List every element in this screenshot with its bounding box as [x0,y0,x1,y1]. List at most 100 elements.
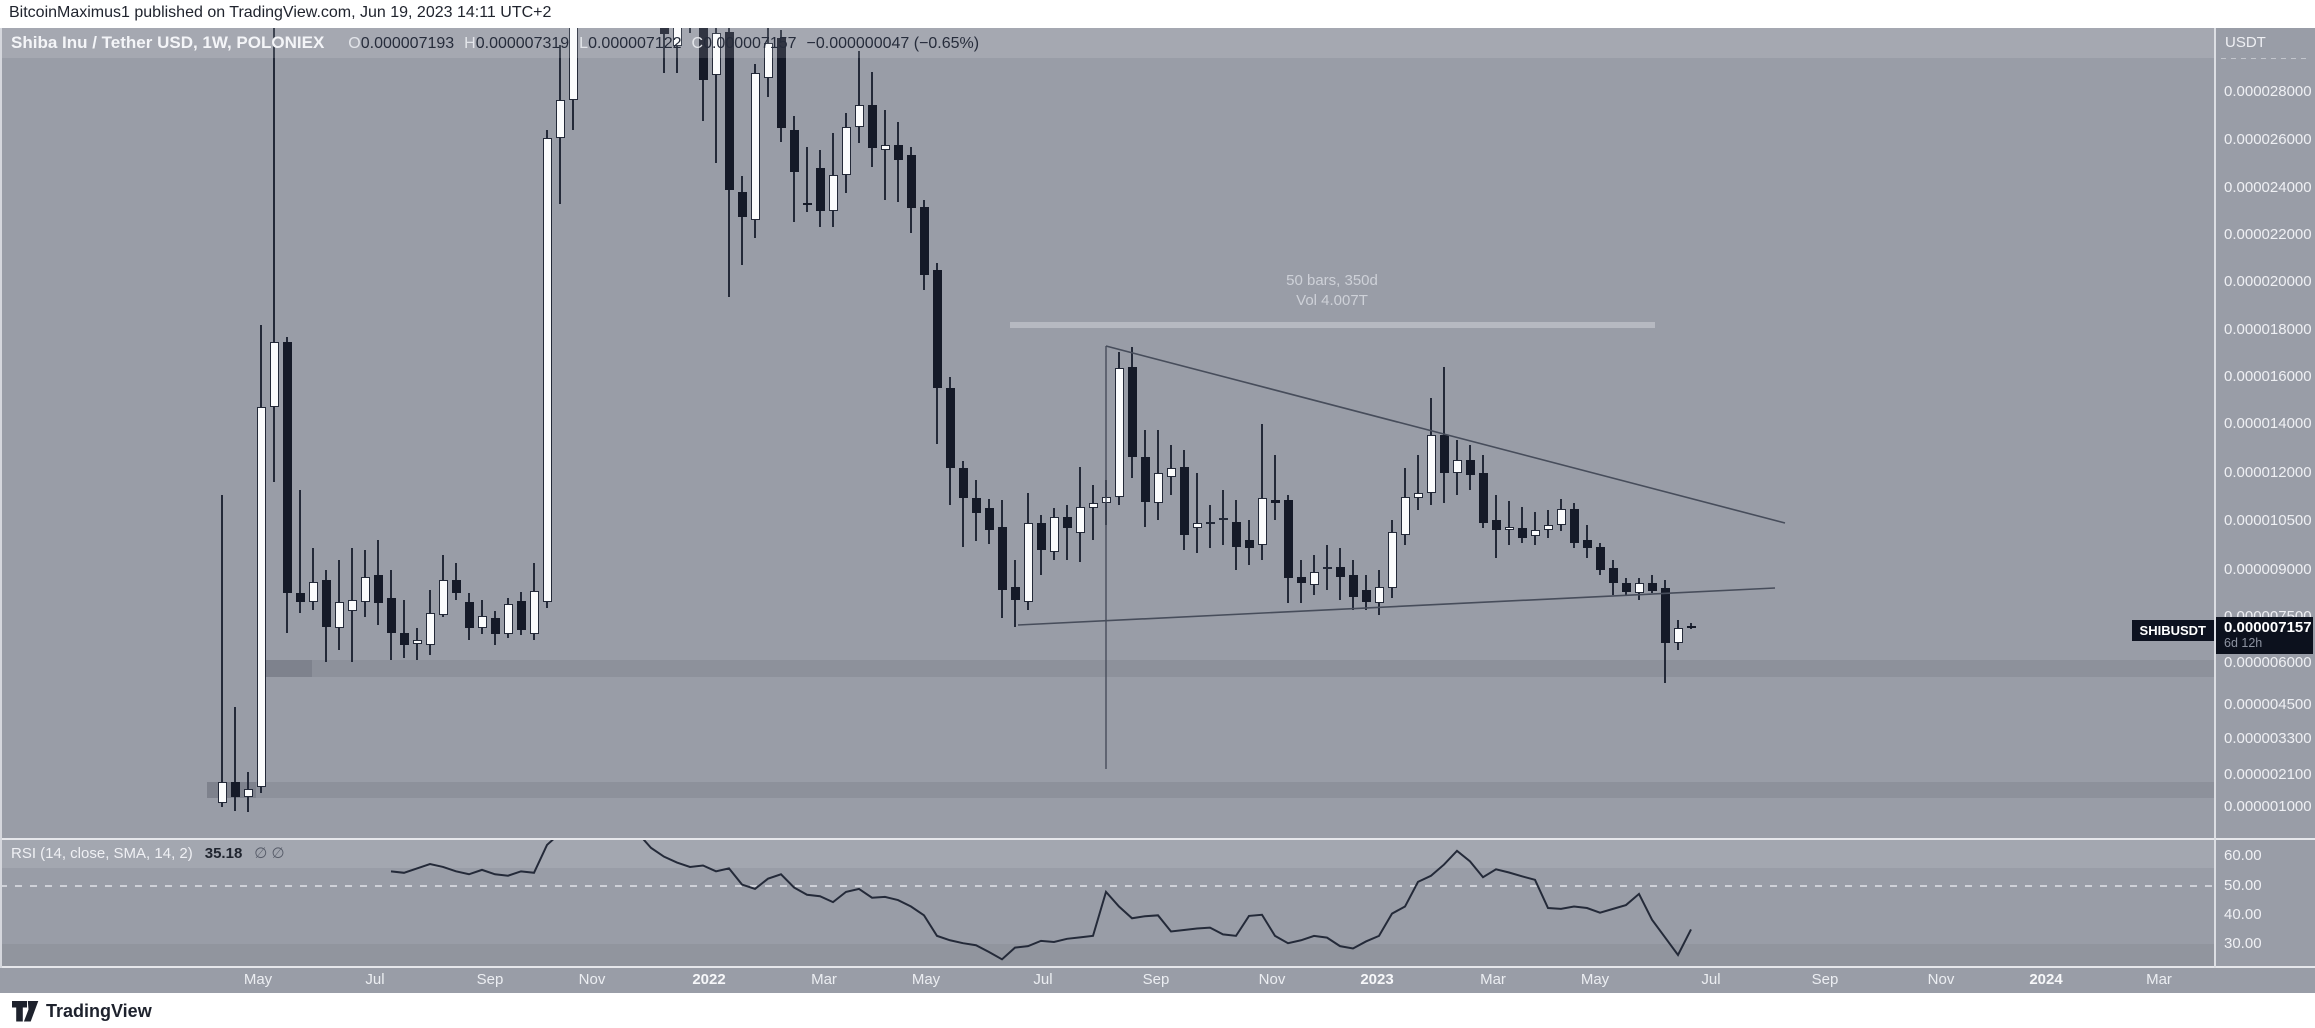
candle-body [1673,628,1683,643]
candle-body [399,633,409,645]
candle-body [750,73,760,220]
candle-body [1452,459,1462,473]
candle-body [1400,497,1410,535]
candle-body [256,407,266,787]
candle-wick [1222,489,1224,545]
candle-body [568,28,578,100]
rsi-tick-label: 30.00 [2224,935,2262,952]
candle-wick [806,147,808,212]
candle-body [1660,587,1670,643]
price-tick-label: 0.000024000 [2224,179,2312,196]
time-tick-label: Nov [578,971,606,988]
time-tick-label: 2023 [1360,971,1394,988]
candle-wick [676,28,678,74]
candle-body [438,579,448,615]
candle-body [802,203,812,206]
candle-body [529,590,539,634]
price-tick-label: 0.000006000 [2224,654,2312,671]
candle-body [425,612,435,645]
rsi-midline-50 [0,885,2214,887]
symbol-title[interactable]: Shiba Inu / Tether USD, 1W, POLONIEX [11,33,325,52]
rsi-title[interactable]: RSI (14, close, SMA, 14, 2) [11,845,193,862]
high-value: 0.000007319 [475,35,570,52]
candle-body [867,105,877,148]
candle-body [1231,521,1241,547]
rsi-tick-label: 40.00 [2224,906,2262,923]
price-tick-label: 0.000026000 [2224,131,2312,148]
candle-body [737,191,747,217]
measure-ruler[interactable] [1010,322,1655,328]
pane-divider[interactable] [0,838,2315,840]
candle-wick [403,599,405,658]
rsi-curve-layer [390,840,1692,961]
axis-currency-label: USDT [2225,34,2266,51]
price-tick-label: 0.000028000 [2224,83,2312,100]
candle-body [971,497,981,513]
candle-body [1647,583,1657,591]
time-axis[interactable]: May Jul Sep Nov 2022 Mar May Jul Sep Nov 2023 Mar Ma… [0,968,2315,993]
price-axis[interactable]: USDT 0.000028000 0.000026000 0.000024000 0.… [2215,28,2315,970]
rsi-legend-bar [0,840,2214,868]
price-tick-label: 0.000016000 [2224,368,2312,385]
time-tick-label: Jul [1701,971,1721,988]
rsi-empty-series: ∅ ∅ [254,845,285,862]
close-value: 0.000007157 [703,35,797,52]
candle-body [945,387,955,468]
candle-body [1439,435,1449,473]
price-tick-label: 0.000012000 [2224,464,2312,481]
time-tick-label: Mar [2146,971,2172,988]
candle-wick [689,28,691,33]
candle-body [555,99,565,138]
close-label: C [691,35,704,52]
attribution-bar: BitcoinMaximus1 published on TradingView… [0,0,2315,28]
rsi-pane[interactable]: RSI (14, close, SMA, 14, 2) 35.18 ∅ ∅ [0,840,2214,966]
candle-body [1374,586,1384,603]
candle-wick [299,489,301,613]
candle-body [906,155,916,208]
candle-body [217,782,227,803]
candle-wick [1534,512,1536,545]
rsi-line[interactable] [390,840,1692,961]
time-tick-label: Sep [476,971,504,988]
candle-body [1582,540,1592,548]
candle-body [373,575,383,603]
ascending-trendline[interactable] [1017,587,1776,626]
candle-wick [234,707,236,812]
low-value: 0.000007122 [588,35,682,52]
price-tick-label: 0.000003300 [2224,730,2312,747]
drawings-layer [1017,345,1786,769]
candle-wick [1092,485,1094,540]
candle-body [1088,502,1098,508]
candle-body [386,597,396,633]
candle-wick [1209,505,1211,548]
candle-body [1010,586,1020,600]
price-tick-label: 0.000009000 [2224,561,2312,578]
candle-body [1114,367,1124,497]
candle-body [1608,567,1618,583]
candle-body [984,508,994,530]
candle-body [776,37,786,128]
descending-trendline[interactable] [1105,345,1786,524]
candle-body [997,527,1007,590]
candle-body [282,342,292,593]
candle-body [477,615,487,628]
candle-body [269,342,279,408]
candle-body [1153,473,1163,503]
candle-body [464,601,474,628]
candle-body [1049,517,1059,552]
candle-body [1075,506,1085,533]
candle-body [763,42,773,79]
candle-body [815,168,825,211]
price-tick-label: 0.000014000 [2224,415,2312,432]
candle-body [1322,567,1332,570]
candle-body [1686,626,1696,629]
tradingview-logo[interactable]: TradingView [12,1000,152,1023]
time-tick-label: 2022 [692,971,726,988]
candle-body [1335,566,1345,577]
candle-body [451,579,461,593]
support-zone-upper[interactable] [263,660,2214,677]
candle-wick [897,122,899,202]
price-chart-pane[interactable]: 50 bars, 350d Vol 4.007T Shiba Inu / Tet… [0,28,2214,838]
price-tick-label: 0.000018000 [2224,321,2312,338]
